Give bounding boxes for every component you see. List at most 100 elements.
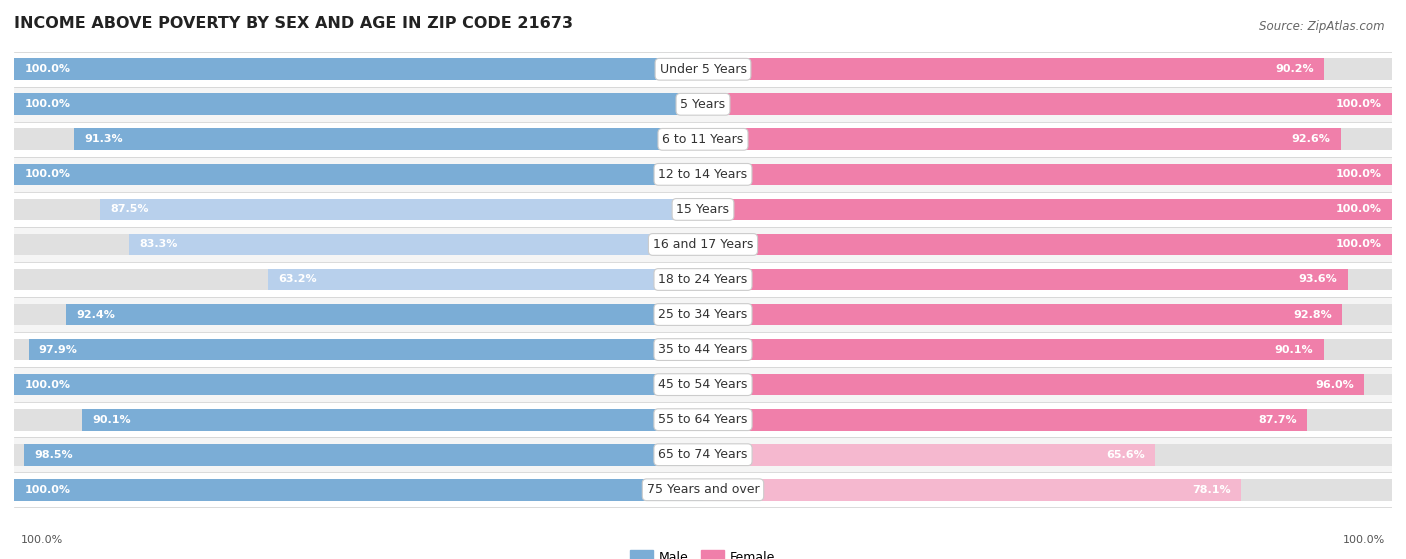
Bar bbox=[267, 269, 703, 290]
Text: Source: ZipAtlas.com: Source: ZipAtlas.com bbox=[1260, 20, 1385, 32]
Text: 18 to 24 Years: 18 to 24 Years bbox=[658, 273, 748, 286]
Bar bbox=[83, 409, 703, 430]
Bar bbox=[703, 374, 1392, 395]
Bar bbox=[14, 227, 1392, 262]
Bar bbox=[28, 339, 703, 361]
Text: 87.5%: 87.5% bbox=[111, 205, 149, 215]
Text: 100.0%: 100.0% bbox=[24, 169, 70, 179]
Bar bbox=[703, 198, 1392, 220]
Bar bbox=[14, 332, 1392, 367]
Text: 16 and 17 Years: 16 and 17 Years bbox=[652, 238, 754, 251]
Bar bbox=[14, 479, 703, 501]
Text: 63.2%: 63.2% bbox=[278, 274, 316, 285]
Bar bbox=[14, 234, 703, 255]
Bar bbox=[703, 234, 1392, 255]
Bar bbox=[703, 444, 1154, 466]
Text: 100.0%: 100.0% bbox=[21, 535, 63, 545]
Bar bbox=[703, 234, 1392, 255]
Bar bbox=[703, 129, 1392, 150]
Text: 35 to 44 Years: 35 to 44 Years bbox=[658, 343, 748, 356]
Text: 83.3%: 83.3% bbox=[139, 239, 177, 249]
Bar bbox=[703, 479, 1241, 501]
Bar bbox=[703, 304, 1343, 325]
Text: 65.6%: 65.6% bbox=[1107, 449, 1144, 459]
Bar bbox=[703, 409, 1308, 430]
Bar bbox=[66, 304, 703, 325]
Bar bbox=[100, 198, 703, 220]
Bar bbox=[703, 58, 1392, 80]
Text: 97.9%: 97.9% bbox=[39, 344, 77, 354]
Bar bbox=[703, 164, 1392, 185]
Text: 100.0%: 100.0% bbox=[1336, 205, 1382, 215]
Bar bbox=[703, 479, 1392, 501]
Text: 100.0%: 100.0% bbox=[1336, 169, 1382, 179]
Bar bbox=[14, 367, 1392, 402]
Text: 93.6%: 93.6% bbox=[1299, 274, 1337, 285]
Text: 12 to 14 Years: 12 to 14 Years bbox=[658, 168, 748, 181]
Bar bbox=[14, 58, 703, 80]
Text: 92.4%: 92.4% bbox=[77, 310, 115, 320]
Bar bbox=[703, 409, 1392, 430]
Text: 55 to 64 Years: 55 to 64 Years bbox=[658, 413, 748, 426]
Legend: Male, Female: Male, Female bbox=[626, 546, 780, 559]
Text: 15 Years: 15 Years bbox=[676, 203, 730, 216]
Bar bbox=[14, 374, 703, 395]
Text: Under 5 Years: Under 5 Years bbox=[659, 63, 747, 76]
Bar bbox=[75, 129, 703, 150]
Bar bbox=[14, 402, 1392, 437]
Text: 65 to 74 Years: 65 to 74 Years bbox=[658, 448, 748, 461]
Text: 100.0%: 100.0% bbox=[24, 485, 70, 495]
Bar bbox=[703, 129, 1341, 150]
Bar bbox=[703, 444, 1392, 466]
Bar bbox=[14, 304, 703, 325]
Bar bbox=[703, 93, 1392, 115]
Bar bbox=[14, 87, 1392, 122]
Bar bbox=[14, 157, 1392, 192]
Text: 100.0%: 100.0% bbox=[24, 380, 70, 390]
Bar bbox=[14, 472, 1392, 507]
Bar bbox=[24, 444, 703, 466]
Text: 90.1%: 90.1% bbox=[93, 415, 131, 425]
Bar bbox=[14, 269, 703, 290]
Bar bbox=[14, 444, 703, 466]
Bar bbox=[14, 93, 703, 115]
Bar bbox=[14, 374, 703, 395]
Text: 78.1%: 78.1% bbox=[1192, 485, 1230, 495]
Bar bbox=[14, 58, 703, 80]
Bar bbox=[703, 339, 1323, 361]
Bar bbox=[703, 374, 1364, 395]
Bar bbox=[129, 234, 703, 255]
Text: 100.0%: 100.0% bbox=[24, 64, 70, 74]
Bar bbox=[703, 164, 1392, 185]
Bar bbox=[703, 269, 1392, 290]
Bar bbox=[14, 52, 1392, 87]
Text: 6 to 11 Years: 6 to 11 Years bbox=[662, 133, 744, 146]
Bar bbox=[14, 479, 703, 501]
Bar bbox=[14, 409, 703, 430]
Bar bbox=[14, 122, 1392, 157]
Bar bbox=[14, 129, 703, 150]
Text: 87.7%: 87.7% bbox=[1258, 415, 1296, 425]
Text: 90.1%: 90.1% bbox=[1275, 344, 1313, 354]
Bar bbox=[703, 93, 1392, 115]
Text: 92.8%: 92.8% bbox=[1294, 310, 1331, 320]
Text: 96.0%: 96.0% bbox=[1315, 380, 1354, 390]
Text: 91.3%: 91.3% bbox=[84, 134, 122, 144]
Bar bbox=[703, 339, 1392, 361]
Bar bbox=[14, 339, 703, 361]
Text: 25 to 34 Years: 25 to 34 Years bbox=[658, 308, 748, 321]
Text: 98.5%: 98.5% bbox=[35, 449, 73, 459]
Bar bbox=[14, 437, 1392, 472]
Text: 100.0%: 100.0% bbox=[24, 100, 70, 110]
Bar bbox=[14, 297, 1392, 332]
Text: 5 Years: 5 Years bbox=[681, 98, 725, 111]
Text: 45 to 54 Years: 45 to 54 Years bbox=[658, 378, 748, 391]
Bar bbox=[14, 93, 703, 115]
Text: 90.2%: 90.2% bbox=[1275, 64, 1315, 74]
Bar bbox=[14, 198, 703, 220]
Bar bbox=[703, 198, 1392, 220]
Bar bbox=[703, 304, 1392, 325]
Text: 100.0%: 100.0% bbox=[1336, 100, 1382, 110]
Text: INCOME ABOVE POVERTY BY SEX AND AGE IN ZIP CODE 21673: INCOME ABOVE POVERTY BY SEX AND AGE IN Z… bbox=[14, 16, 574, 31]
Text: 92.6%: 92.6% bbox=[1292, 134, 1330, 144]
